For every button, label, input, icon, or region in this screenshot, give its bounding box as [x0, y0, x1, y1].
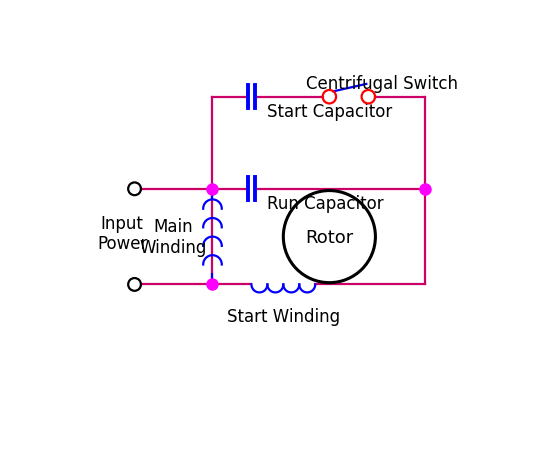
Text: Centrifugal Switch: Centrifugal Switch: [307, 74, 459, 92]
Text: Run Capacitor: Run Capacitor: [267, 195, 384, 213]
Text: Rotor: Rotor: [305, 228, 354, 246]
Text: Input
Power: Input Power: [97, 214, 147, 253]
Text: Start Capacitor: Start Capacitor: [267, 103, 392, 121]
Text: Main
Winding: Main Winding: [140, 218, 207, 257]
Text: Start Winding: Start Winding: [227, 308, 340, 326]
